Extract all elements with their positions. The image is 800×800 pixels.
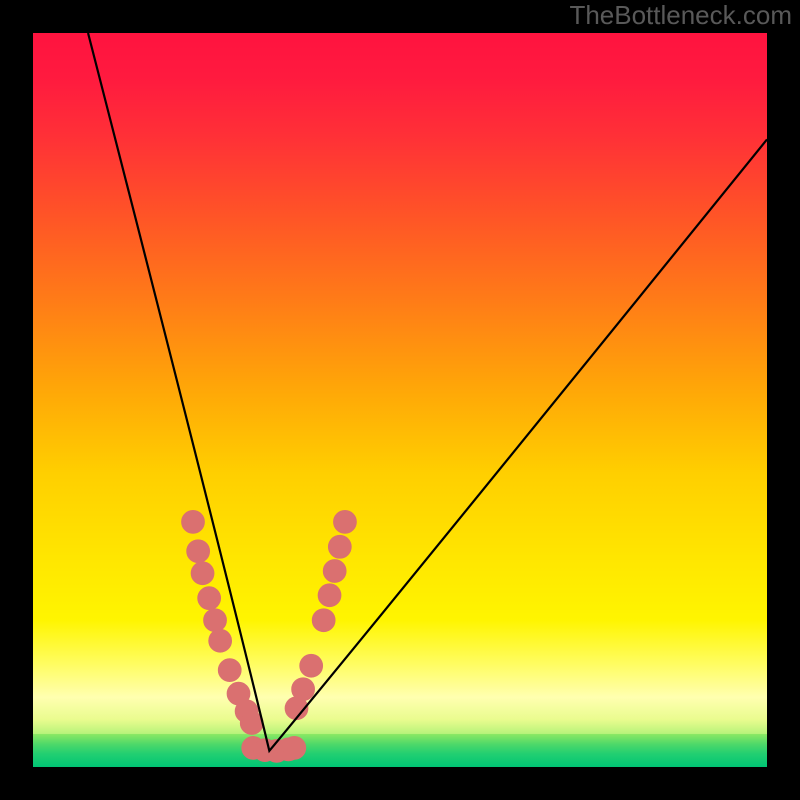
data-marker [204,609,227,632]
data-marker [283,736,306,759]
data-marker [187,540,210,563]
chart-root: { "canvas": { "width": 800, "height": 80… [0,0,800,800]
data-marker [312,609,335,632]
data-marker [191,562,214,585]
data-marker [328,535,351,558]
data-marker [318,584,341,607]
data-markers [182,510,357,762]
bottleneck-curve [33,33,767,767]
data-marker [218,659,241,682]
data-marker [209,629,232,652]
data-marker [323,560,346,583]
data-marker [182,510,205,533]
plot-area [33,33,767,767]
data-marker [198,587,221,610]
curve-path [88,33,767,751]
data-marker [300,654,323,677]
data-marker [333,510,356,533]
